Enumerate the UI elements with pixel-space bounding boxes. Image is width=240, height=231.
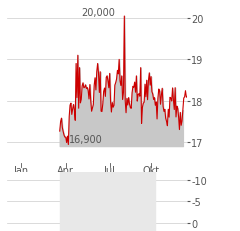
- Text: 16,900: 16,900: [69, 135, 102, 145]
- Bar: [109, 172, 155, 231]
- Bar: [60, 172, 109, 231]
- Text: Okt: Okt: [143, 165, 160, 175]
- Text: Jan: Jan: [13, 165, 29, 175]
- Text: 20,000: 20,000: [82, 8, 115, 18]
- Text: Apr: Apr: [57, 165, 74, 175]
- Text: Jul: Jul: [104, 165, 116, 175]
